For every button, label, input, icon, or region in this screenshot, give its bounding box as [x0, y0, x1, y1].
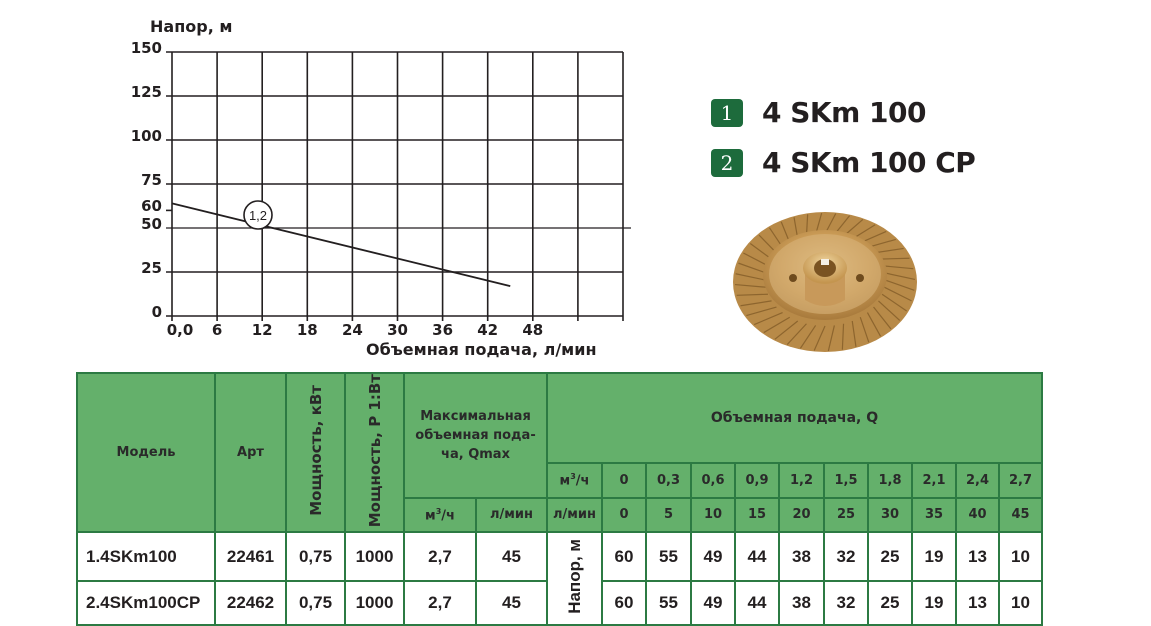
x-tick-label: 24	[341, 321, 363, 339]
flow-lmin: 10	[690, 496, 736, 534]
cell-head: 13	[955, 580, 1000, 626]
qmax-unit-lmin: л/мин	[475, 496, 548, 534]
legend-item-1: 1 4 SKm 100	[711, 96, 926, 129]
flow-m3h: 2,4	[955, 462, 1000, 499]
cell-model: 2.4SKm100CP	[76, 580, 216, 626]
cell-head: 13	[955, 531, 1000, 583]
flow-lmin: 5	[645, 496, 692, 534]
cell-power-p1: 1000	[344, 580, 405, 626]
cell-model: 1.4SKm100	[76, 531, 216, 583]
y-tick-label: 75	[141, 171, 162, 189]
x-tick-label: 18	[296, 321, 318, 339]
cell-head: 55	[645, 531, 692, 583]
flow-m3h: 0,6	[690, 462, 736, 499]
cell-head: 32	[823, 580, 869, 626]
legend-label-2: 4 SKm 100 CP	[762, 146, 976, 179]
performance-chart: 1,2	[166, 51, 631, 321]
cell-head: 38	[778, 580, 825, 626]
cell-head: 44	[734, 531, 780, 583]
cell-head: 55	[645, 580, 692, 626]
flow-m3h: 0	[601, 462, 647, 499]
table-row: 1.4SKm100 22461 0,75 1000 2,7 45 Напор, …	[76, 531, 1043, 626]
cell-head: 49	[690, 580, 736, 626]
flow-lmin: 15	[734, 496, 780, 534]
flow-m3h: 1,5	[823, 462, 869, 499]
flow-lmin: 40	[955, 496, 1000, 534]
legend-label-1: 4 SKm 100	[762, 96, 926, 129]
legend-badge-2: 2	[711, 148, 743, 177]
cell-head: 60	[601, 531, 647, 583]
cell-head: 10	[998, 531, 1043, 583]
header-art: Арт	[214, 371, 287, 534]
pump-curve	[171, 202, 511, 287]
header-flow: Объемная подача, Q	[546, 371, 1043, 465]
y-tick-label: 0	[151, 303, 162, 321]
flow-m3h-row: м3/ч 0 0,3 0,6 0,9 1,2 1,5 1,8 2,1 2,4 2…	[77, 462, 1043, 499]
cell-qmax-lmin: 45	[475, 580, 548, 626]
cell-head: 60	[601, 580, 647, 626]
cell-qmax-lmin: 45	[475, 531, 548, 583]
legend-badge-1: 1	[711, 98, 743, 127]
cell-head: 38	[778, 531, 825, 583]
flow-lmin: 45	[998, 496, 1043, 534]
head-label: Напор, м	[546, 531, 603, 626]
x-tick-label: 42	[477, 321, 499, 339]
y-axis-title: Напор, м	[150, 17, 233, 36]
x-tick-label: 0,0	[166, 321, 194, 339]
specs-table: Модель Арт Мощность, кВт Мощность, P 1:В…	[76, 371, 1043, 626]
x-tick-label: 36	[432, 321, 454, 339]
header-qmax: Максимальная объемная пода-ча, Qmax	[403, 372, 548, 499]
table-row: 2.4SKm100CP 22462 0,75 1000 2,7 45 60 55…	[76, 580, 1043, 626]
header-power-p1: Мощность, P 1:Вт	[344, 371, 405, 534]
cell-power-kw: 0,75	[285, 531, 346, 583]
cell-head: 25	[867, 531, 913, 583]
flow-m3h: 0,9	[734, 462, 780, 499]
flow-m3h: 0,3	[645, 462, 692, 499]
flow-lmin: 35	[911, 496, 957, 534]
x-axis-title: Объемная подача, л/мин	[366, 340, 597, 359]
y-tick-label: 25	[141, 259, 162, 277]
flow-lmin: 0	[601, 496, 647, 534]
cell-art: 22462	[214, 580, 287, 626]
flow-m3h: 1,8	[867, 462, 913, 499]
cell-head: 44	[734, 580, 780, 626]
legend-item-2: 2 4 SKm 100 CP	[711, 146, 976, 179]
cell-power-p1: 1000	[344, 531, 405, 583]
y-tick-label: 100	[130, 127, 162, 145]
flow-lmin: 25	[823, 496, 869, 534]
curve-label: 1,2	[249, 208, 267, 223]
x-tick-label: 6	[211, 321, 223, 339]
cell-qmax-m3h: 2,7	[403, 580, 477, 626]
cell-art: 22461	[214, 531, 287, 583]
header-power-kw: Мощность, кВт	[285, 371, 346, 534]
x-tick-label: 48	[522, 321, 544, 339]
flow-m3h: 2,1	[911, 462, 957, 499]
unit-lmin: л/мин	[546, 496, 603, 534]
cell-head: 32	[823, 531, 869, 583]
header-model: Модель	[76, 371, 216, 534]
flow-m3h: 2,7	[998, 462, 1043, 499]
y-tick-label: 60	[141, 197, 162, 216]
chart-grid	[166, 51, 631, 321]
flow-lmin-row: м3/ч л/мин л/мин 0 5 10 15 20 25 30 35 4…	[77, 496, 1043, 534]
x-tick-label: 12	[251, 321, 273, 339]
cell-qmax-m3h: 2,7	[403, 531, 477, 583]
curve-label-marker: 1,2	[243, 200, 273, 230]
y-tick-label: 150	[130, 39, 162, 57]
cell-head: 19	[911, 531, 957, 583]
x-tick-label: 30	[387, 321, 408, 339]
cell-power-kw: 0,75	[285, 580, 346, 626]
y-tick-label: 50	[141, 215, 162, 233]
cell-head: 10	[998, 580, 1043, 626]
flow-lmin: 20	[778, 496, 825, 534]
impeller-image	[733, 212, 917, 352]
cell-head: 49	[690, 531, 736, 583]
cell-head: 19	[911, 580, 957, 626]
unit-m3h: м3/ч	[546, 462, 603, 499]
flow-m3h: 1,2	[778, 462, 825, 499]
y-tick-label: 125	[130, 83, 162, 101]
qmax-unit-m3h: м3/ч	[403, 496, 477, 534]
flow-lmin: 30	[867, 496, 913, 534]
cell-head: 25	[867, 580, 913, 626]
